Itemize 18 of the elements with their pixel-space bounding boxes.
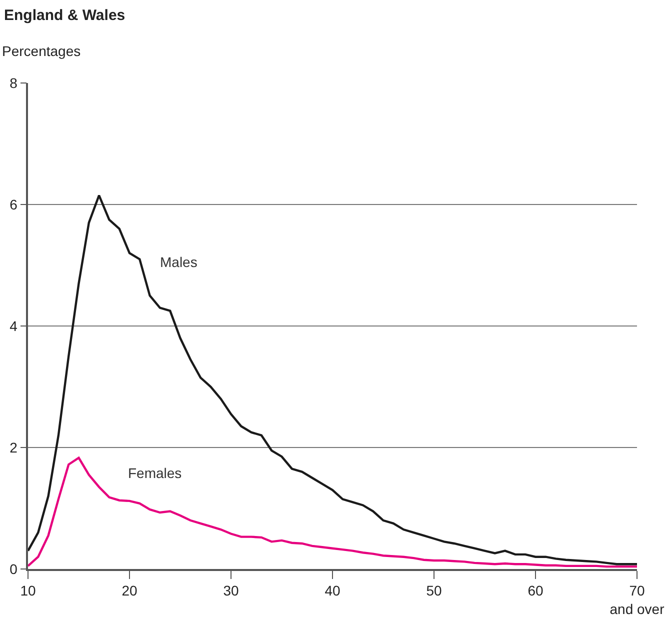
y-tick-label: 2 <box>10 439 18 456</box>
y-axis-title: Percentages <box>2 43 81 59</box>
line-series <box>28 194 637 566</box>
chart-title: England & Wales <box>4 6 126 24</box>
x-tick-label: 70 and over <box>610 582 665 617</box>
y-tick-label: 0 <box>10 560 18 577</box>
x-tick-label: 60 <box>528 582 544 599</box>
x-tick-label: 20 <box>122 582 138 599</box>
y-tick-label: 4 <box>10 318 18 334</box>
x-tick-label: 40 <box>324 582 340 599</box>
y-tick-label: 6 <box>10 196 18 212</box>
x-tick-label: 10 <box>20 582 36 599</box>
x-tick-label: 30 <box>223 582 239 599</box>
line-series <box>28 456 637 568</box>
x-tick-label: 50 <box>426 582 442 599</box>
series-label: Females <box>128 465 182 481</box>
y-tick-label: 8 <box>10 74 18 91</box>
series-label: Males <box>160 254 198 270</box>
